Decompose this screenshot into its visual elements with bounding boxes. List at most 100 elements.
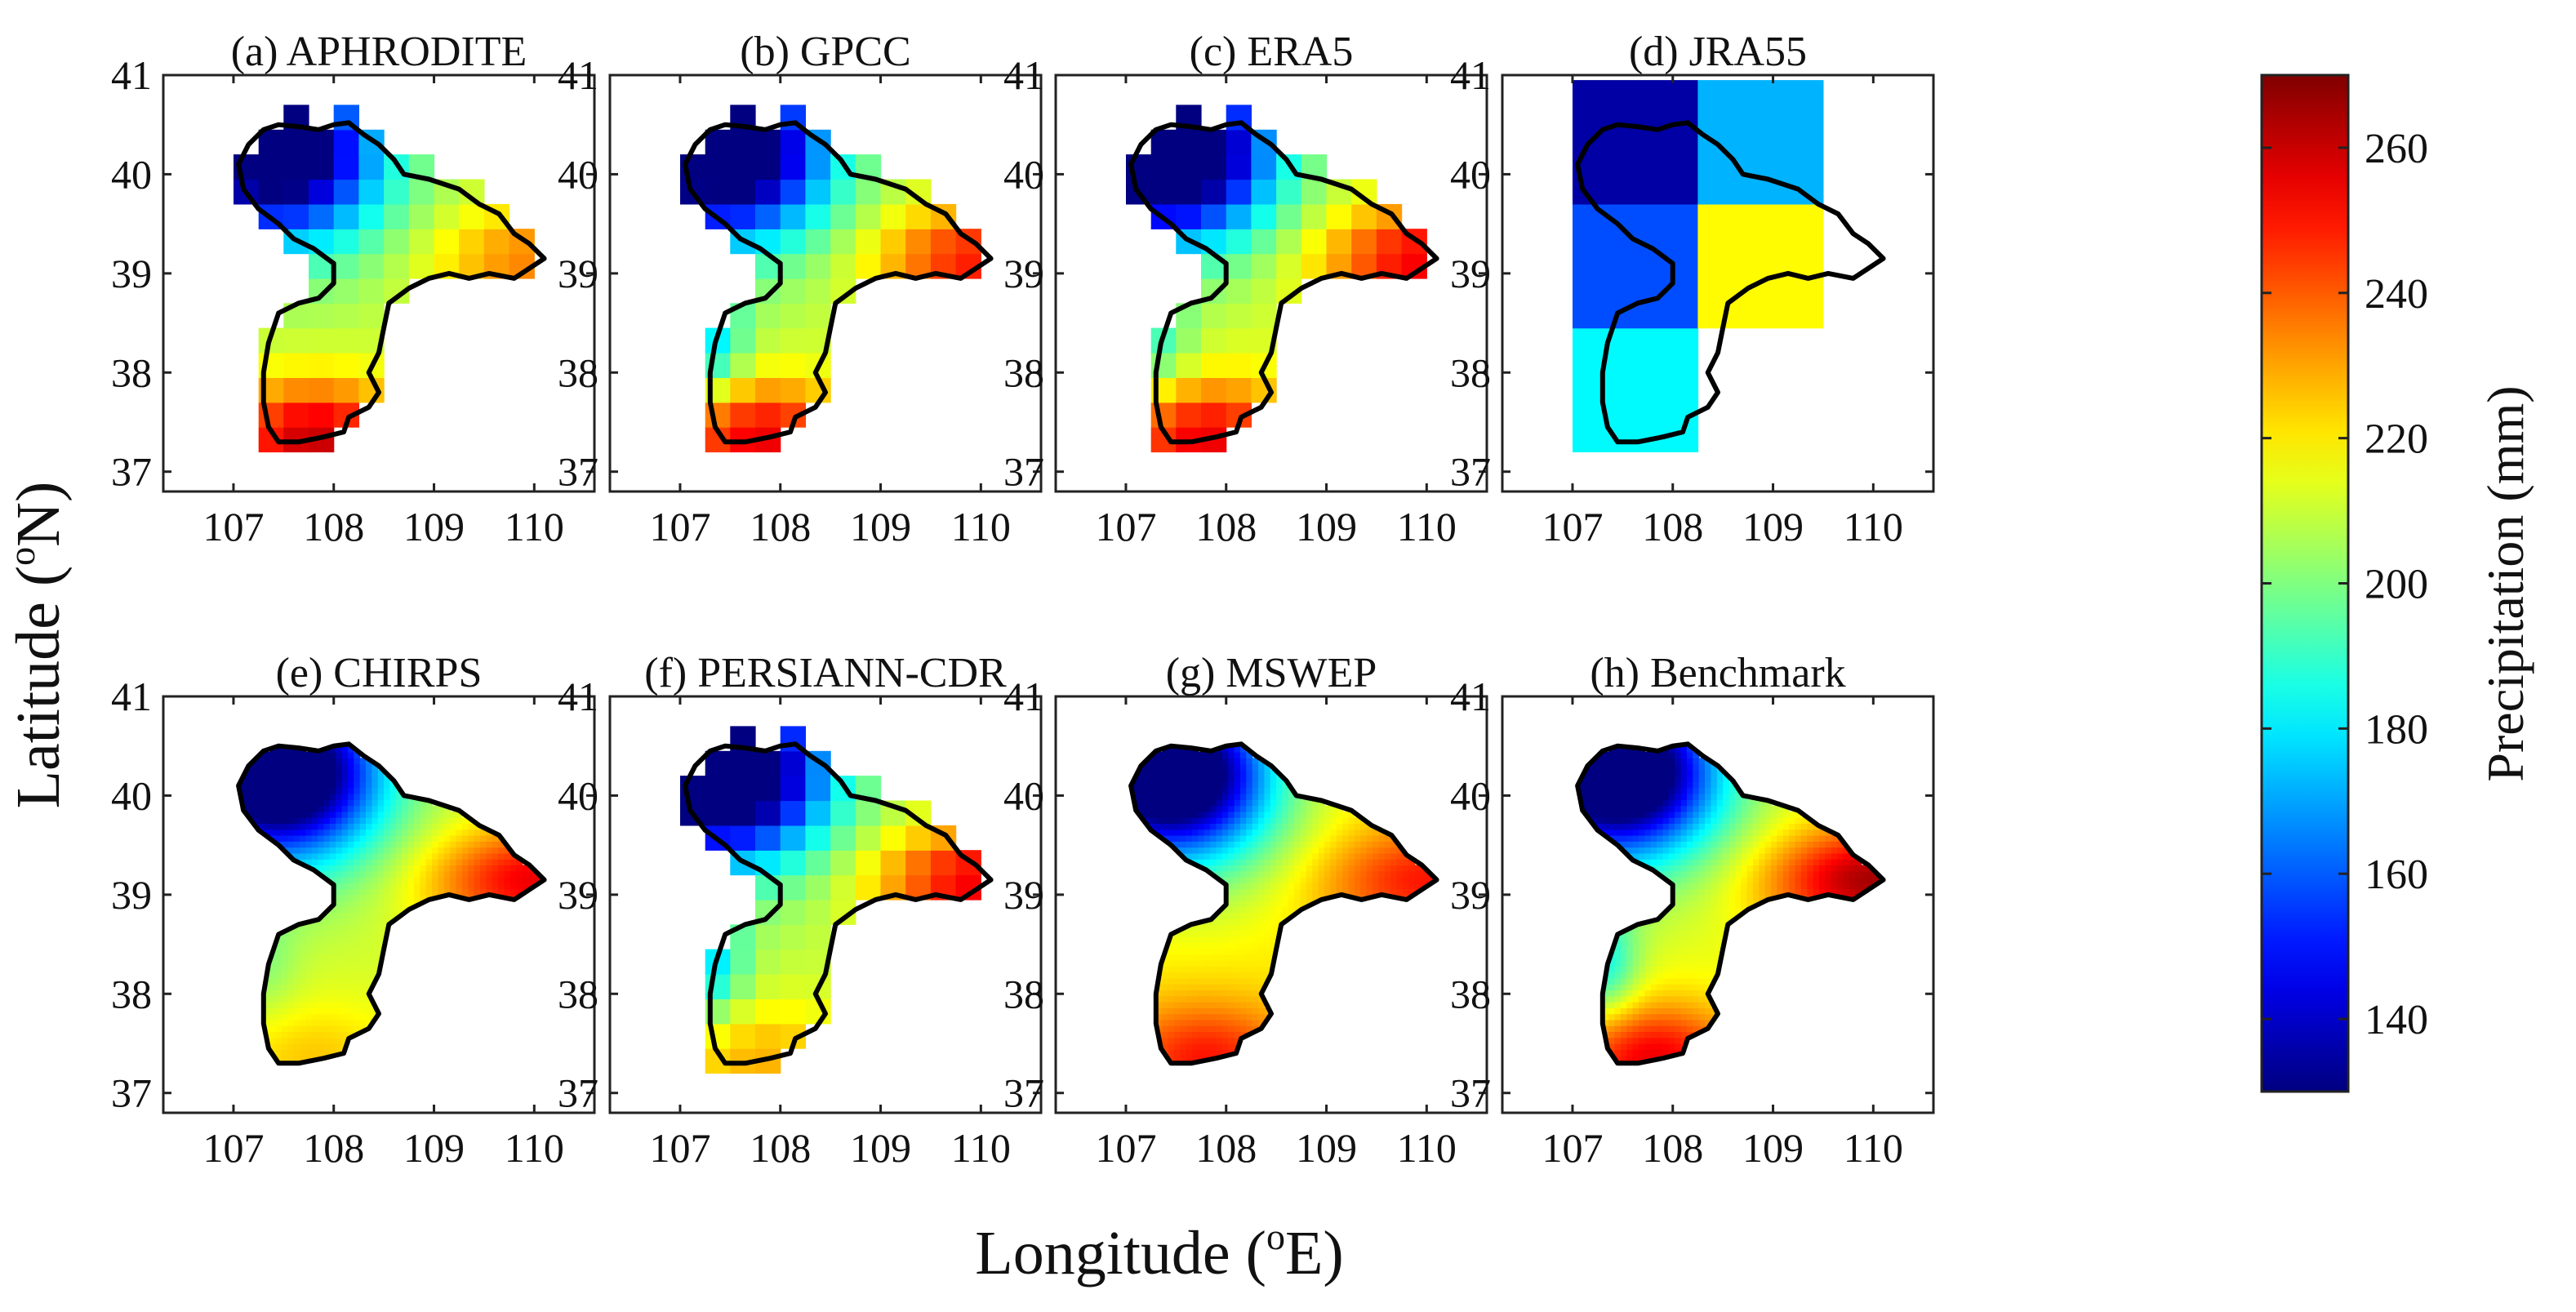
precip-cell <box>1716 852 1724 860</box>
precip-cell <box>420 877 427 883</box>
precip-cell <box>1608 1007 1616 1015</box>
precip-cell <box>377 901 385 907</box>
precip-cell <box>1239 912 1247 919</box>
precip-cell <box>1764 870 1772 878</box>
y-tick-label: 39 <box>111 872 152 918</box>
precip-cell <box>1203 799 1211 807</box>
precip-cell <box>1668 847 1675 854</box>
precip-cell <box>329 984 336 990</box>
precip-cell <box>341 924 349 932</box>
precip-cell <box>305 758 313 765</box>
precip-cell <box>1198 758 1205 765</box>
precip-cell <box>1734 805 1742 812</box>
precip-cell <box>1294 877 1301 883</box>
precip-cell <box>1728 811 1736 818</box>
precip-cell <box>300 924 306 932</box>
precip-cell <box>258 154 284 180</box>
precip-cell <box>1252 936 1259 943</box>
precip-cell <box>1698 829 1706 836</box>
precip-cell <box>1626 990 1634 997</box>
precip-cell <box>1632 984 1639 990</box>
precip-cell <box>275 1031 283 1038</box>
precip-cell <box>1680 870 1688 878</box>
precip-cell <box>300 954 306 961</box>
precip-cell <box>269 984 277 990</box>
precip-cell <box>1711 829 1718 836</box>
precip-cell <box>1186 758 1193 765</box>
precip-cell <box>1373 859 1379 865</box>
precip-cell <box>1693 823 1700 830</box>
precip-cell <box>1402 859 1409 865</box>
precip-cell <box>395 805 403 812</box>
precip-cell <box>1180 960 1187 967</box>
precip-cell <box>1680 977 1688 985</box>
precip-cell <box>1789 865 1796 872</box>
precip-cell <box>263 1007 270 1015</box>
precip-cell <box>293 781 300 789</box>
x-tick-label: 107 <box>1542 504 1603 549</box>
precip-cell <box>1258 930 1265 937</box>
precip-cell <box>1252 823 1259 830</box>
precip-cell <box>1324 883 1332 890</box>
precip-cell <box>1312 823 1319 830</box>
precip-cell <box>293 829 300 836</box>
precip-cell <box>1741 811 1748 818</box>
precip-cell <box>1639 1002 1645 1008</box>
precip-cell <box>1324 865 1332 872</box>
precip-cell <box>341 805 349 812</box>
precip-cell <box>730 998 756 1025</box>
precip-cell <box>1234 984 1241 990</box>
precip-cell <box>459 203 485 229</box>
precip-cell <box>323 1025 331 1032</box>
precip-cell <box>287 966 295 973</box>
precip-cell <box>1632 954 1639 961</box>
precip-cell <box>287 835 295 842</box>
precip-cell <box>1711 894 1718 901</box>
precip-cell <box>1221 829 1229 836</box>
precip-cell <box>755 949 781 975</box>
precip-cell <box>1186 960 1193 967</box>
precip-cell <box>287 752 295 758</box>
precip-cell <box>1264 811 1271 818</box>
precip-cell <box>1137 769 1145 776</box>
precip-cell <box>1675 1043 1682 1050</box>
precip-cells <box>680 726 981 1074</box>
precip-cell <box>323 835 331 842</box>
precip-cell <box>384 841 391 848</box>
precip-cell <box>300 1049 306 1056</box>
precip-cell <box>1686 835 1693 842</box>
precip-cell <box>474 888 481 896</box>
axes-frame <box>1501 73 1935 493</box>
precip-cell <box>1246 901 1253 907</box>
precip-cell <box>480 877 487 883</box>
precip-cell <box>371 883 379 890</box>
precip-cell <box>1270 829 1277 836</box>
precip-cell <box>300 936 306 943</box>
precip-cell <box>1234 1002 1241 1008</box>
precip-cell <box>1312 859 1319 865</box>
precip-cell <box>1252 805 1259 812</box>
precip-cell <box>1686 865 1693 872</box>
precip-cell <box>1228 794 1235 800</box>
precip-cell <box>1644 769 1652 776</box>
precip-cell <box>1831 877 1838 883</box>
precip-cell <box>1711 948 1718 955</box>
precip-cell <box>1668 1049 1675 1056</box>
precip-cell <box>1252 794 1259 800</box>
precip-cell <box>1414 883 1421 890</box>
precip-cell <box>1698 888 1706 896</box>
precip-cell <box>1837 877 1844 883</box>
precip-cell <box>1203 1019 1211 1026</box>
precip-cell <box>384 829 391 836</box>
precip-cell <box>354 984 361 990</box>
precip-cell <box>480 859 487 865</box>
precip-cell <box>730 353 756 378</box>
precip-cell <box>359 870 367 878</box>
precip-cell <box>359 936 367 943</box>
precip-cell <box>1216 990 1223 997</box>
precip-cell <box>1203 936 1211 943</box>
precip-cell <box>1614 1013 1622 1021</box>
precip-cell <box>1180 984 1187 990</box>
